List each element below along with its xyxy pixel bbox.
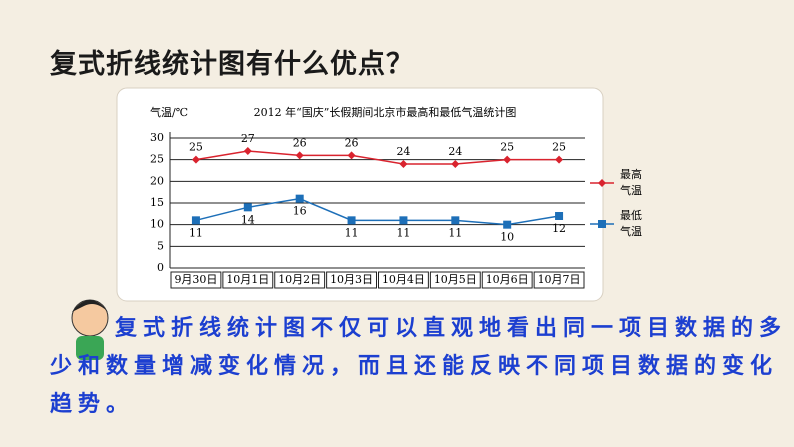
y-tick-label: 0 (157, 261, 164, 274)
character (71, 299, 109, 360)
legend-label: 最高气温 (620, 167, 642, 197)
marker (451, 216, 460, 225)
x-tick-label: 10月3日 (330, 273, 373, 286)
data-label: 11 (396, 226, 410, 239)
series-line (195, 150, 560, 165)
data-label: 14 (241, 213, 255, 226)
y-tick-label: 5 (157, 239, 164, 252)
marker (347, 216, 356, 225)
marker (295, 194, 304, 203)
data-label: 11 (189, 226, 203, 239)
data-label: 11 (448, 226, 462, 239)
marker (451, 160, 460, 168)
data-label: 11 (345, 226, 359, 239)
legend-label: 最低气温 (620, 209, 642, 238)
data-label: 26 (345, 136, 359, 149)
marker (295, 151, 304, 160)
y-tick-label: 30 (150, 131, 164, 144)
x-tick-label: 10月1日 (226, 273, 269, 286)
data-label: 27 (241, 132, 255, 145)
x-tick-label: 10月5日 (434, 273, 477, 286)
marker (243, 147, 252, 155)
x-tick-label: 10月2日 (278, 273, 321, 286)
marker (243, 203, 252, 212)
x-tick-box (429, 271, 481, 289)
y-tick-label: 10 (150, 218, 164, 231)
data-label: 12 (552, 222, 566, 235)
marker (503, 155, 512, 164)
y-axis-label: 气温/℃ (150, 105, 188, 119)
marker (399, 160, 408, 168)
y-tick-label: 15 (150, 196, 164, 209)
caption: 复式折线统计图不仅可以直观地看出同一项目数据的多少和数量增减变化情况，而且还能反… (50, 316, 788, 417)
legend-marker (598, 179, 606, 187)
legend-marker (598, 220, 606, 228)
marker (555, 212, 564, 220)
y-tick-label: 20 (150, 174, 164, 187)
data-label: 16 (293, 205, 307, 218)
x-tick-label: 10月6日 (486, 273, 529, 286)
x-tick-box (326, 271, 377, 289)
y-tick-label: 25 (150, 153, 164, 166)
chart-frame (116, 87, 604, 302)
data-label: 10 (500, 231, 514, 244)
x-tick-box (170, 271, 222, 289)
x-tick-box (378, 271, 429, 289)
x-tick-label: 10月7日 (538, 273, 581, 286)
x-tick-box (274, 271, 326, 289)
marker (503, 220, 512, 229)
data-label: 25 (189, 141, 203, 154)
data-label: 26 (293, 136, 307, 149)
x-tick-box (481, 271, 533, 289)
marker (191, 155, 200, 164)
marker (399, 216, 408, 225)
marker (191, 216, 200, 225)
heading: 复式折线统计图有什么优点？ (50, 49, 414, 80)
data-label: 25 (552, 141, 566, 154)
marker (555, 155, 564, 164)
data-label: 24 (396, 145, 410, 158)
series-line (195, 197, 560, 226)
data-label: 24 (448, 145, 462, 158)
x-tick-box (222, 271, 274, 289)
x-tick-label: 10月4日 (382, 273, 425, 286)
x-tick-box (533, 271, 585, 289)
marker (347, 151, 356, 160)
x-tick-label: 9月30日 (174, 273, 217, 286)
data-label: 25 (500, 141, 514, 154)
chart-title: 2012 年“国庆”长假期间北京市最高和最低气温统计图 (254, 105, 517, 119)
